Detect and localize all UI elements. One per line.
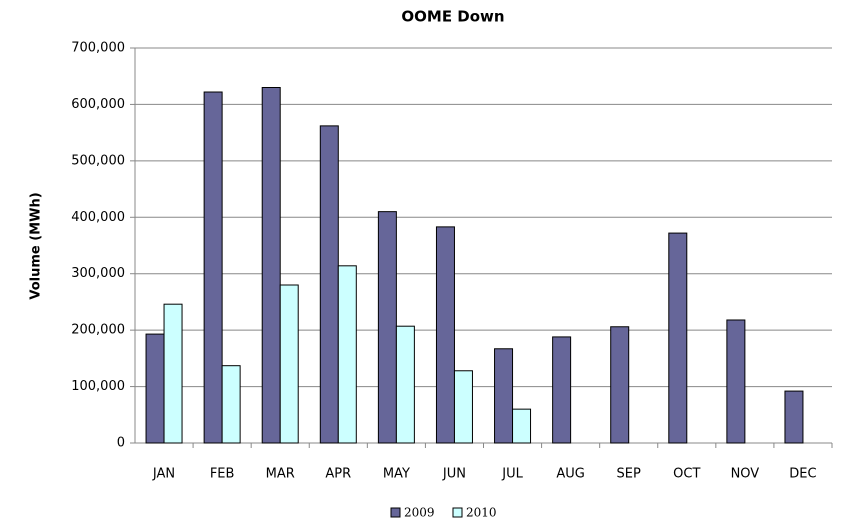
legend-swatch (390, 507, 401, 518)
y-axis-label: Volume (MWh) (29, 192, 44, 299)
bar (279, 284, 299, 444)
y-tick-label: 700,000 (71, 41, 125, 56)
bar (377, 211, 397, 444)
bar (512, 408, 532, 444)
x-tick-label: JUL (501, 467, 523, 482)
x-tick-label: FEB (210, 467, 235, 482)
legend-label: 2009 (404, 506, 435, 520)
chart-title: OOME Down (401, 8, 504, 26)
x-tick-label: APR (325, 467, 351, 482)
y-tick-label: 100,000 (71, 379, 125, 394)
y-tick-label: 500,000 (71, 153, 125, 168)
y-tick-label: 0 (117, 436, 125, 451)
bar (203, 91, 223, 444)
bar (453, 370, 473, 444)
bar (337, 265, 357, 444)
bar (668, 232, 688, 444)
legend-label: 2010 (466, 506, 497, 520)
bar (221, 365, 241, 444)
y-tick-label: 600,000 (71, 97, 125, 112)
bar (610, 326, 630, 444)
x-tick-label: MAY (383, 467, 410, 482)
x-tick-label: JAN (152, 467, 175, 482)
bar (784, 390, 804, 444)
bar (319, 125, 339, 444)
x-tick-label: SEP (617, 467, 641, 482)
x-tick-label: DEC (789, 467, 816, 482)
x-tick-label: OCT (673, 467, 700, 482)
bar (435, 226, 455, 444)
bar (261, 87, 281, 444)
bar (552, 336, 572, 444)
x-tick-label: AUG (556, 467, 584, 482)
bar (395, 325, 415, 444)
x-tick-label: MAR (266, 467, 295, 482)
x-tick-label: NOV (731, 467, 760, 482)
legend-swatch (452, 507, 463, 518)
y-tick-label: 400,000 (71, 210, 125, 225)
x-tick-label: JUN (442, 467, 466, 482)
y-tick-label: 200,000 (71, 323, 125, 338)
bar (145, 333, 165, 444)
bar (163, 303, 183, 444)
bar (494, 348, 514, 444)
y-tick-label: 300,000 (71, 266, 125, 281)
bar (726, 319, 746, 444)
